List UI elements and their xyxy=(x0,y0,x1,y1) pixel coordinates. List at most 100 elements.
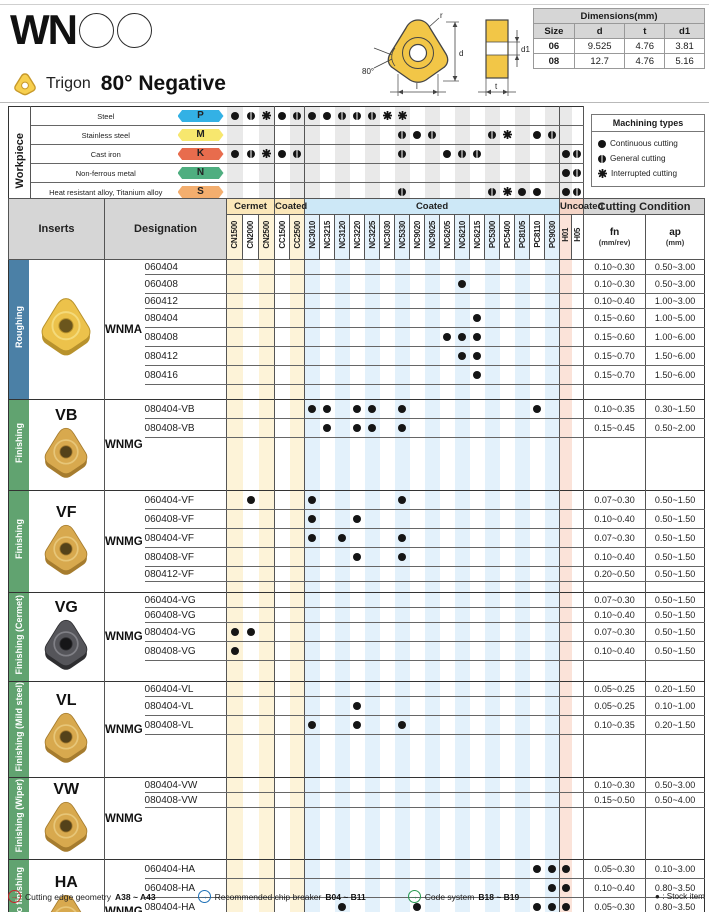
grade-cell xyxy=(304,547,320,567)
grade-cell xyxy=(242,547,259,567)
interrupted-cutting-symbol xyxy=(502,129,512,140)
grade-cell xyxy=(394,509,410,529)
grade-cell xyxy=(484,792,500,808)
grade-cell xyxy=(274,259,290,275)
grade-cell xyxy=(484,293,500,309)
grade-cell xyxy=(304,859,320,879)
spacer-grade-cell xyxy=(559,581,572,593)
grade-cell xyxy=(242,859,259,879)
insert-row: Medium to finishing HA WNMG 060404-HA 0.05~0… xyxy=(8,859,705,912)
workpiece-name-cell: Stainless steel M xyxy=(30,125,227,145)
grade-cell xyxy=(394,777,410,793)
grade-cell xyxy=(424,592,440,608)
workpiece-material-label: Heat resistant alloy, Titanium alloy xyxy=(49,187,163,197)
grade-cell xyxy=(364,509,380,529)
grade-cell xyxy=(469,418,485,438)
grade-cell xyxy=(439,308,455,328)
workpiece-grade-cell xyxy=(499,163,515,183)
grade-cell xyxy=(559,622,572,642)
grade-cell xyxy=(349,792,365,808)
workpiece-row: Stainless steel M xyxy=(9,125,584,145)
general-cutting-symbol xyxy=(488,187,496,196)
spacer-grade-cell xyxy=(410,438,425,491)
grade-cell xyxy=(258,528,276,548)
stock-dot xyxy=(547,902,556,911)
grade-cell xyxy=(454,308,470,328)
grade-cell xyxy=(304,715,320,735)
footer-reference-link[interactable]: → Recommended chip breaker B04 ~ B11 xyxy=(197,890,366,903)
grade-cell xyxy=(379,293,395,309)
stock-dot xyxy=(561,902,570,911)
grade-cell xyxy=(484,715,500,735)
workpiece-row: Workpiece Steel P xyxy=(8,106,584,221)
grade-cell xyxy=(424,547,440,567)
grade-cell xyxy=(349,274,365,294)
grade-cell xyxy=(454,715,470,735)
grade-cell xyxy=(289,897,306,912)
group-side-label: Finishing xyxy=(13,422,24,463)
grade-cell xyxy=(424,878,440,898)
grade-cell xyxy=(544,308,561,328)
workpiece-grade-cell xyxy=(544,125,560,145)
grade-cell xyxy=(226,622,243,642)
workpiece-grade-cell xyxy=(454,163,470,183)
ap-value: 1.00~6.00 xyxy=(645,327,705,347)
grade-cell xyxy=(289,490,306,510)
grade-cell xyxy=(364,792,380,808)
grade-cell xyxy=(274,715,290,735)
grade-cell xyxy=(334,259,350,275)
fn-value: 0.15~0.45 xyxy=(583,418,646,438)
grade-cell xyxy=(409,792,425,808)
grade-cell xyxy=(258,259,276,275)
workpiece-name-wrap: Cast iron K xyxy=(31,145,227,163)
grade-cell xyxy=(334,418,350,438)
grade-cell xyxy=(544,365,561,385)
grade-cell xyxy=(544,490,561,510)
grade-cell xyxy=(484,490,500,510)
designation-cell: 080408-VF xyxy=(144,547,228,567)
grade-cell xyxy=(499,547,515,567)
footer-reference-link[interactable]: → Code system B18 ~ B19 xyxy=(407,890,519,903)
footer-reference-link[interactable]: → Cutting edge geometry A38 ~ A43 xyxy=(8,890,156,903)
title-text: 80° Negative xyxy=(100,72,226,95)
grade-cell xyxy=(529,566,545,582)
grade-cell xyxy=(274,641,290,661)
grade-cell xyxy=(242,399,259,419)
workpiece-grade-cell xyxy=(258,144,275,164)
workpiece-grade-cell xyxy=(514,125,530,145)
grade-cell xyxy=(304,327,320,347)
spacer-grade-cell xyxy=(364,734,380,778)
grade-cell xyxy=(379,259,395,275)
grade-cell xyxy=(319,607,335,623)
grade-column-header: NC6210 xyxy=(454,214,471,260)
grade-cell xyxy=(514,897,530,912)
grade-column-label: NC3120 xyxy=(337,220,347,249)
grade-column-label: NC9020 xyxy=(412,220,422,249)
grade-cell xyxy=(304,490,320,510)
spacer-grade-cell xyxy=(424,581,440,593)
spacer-cell xyxy=(583,437,646,491)
spacer-grade-cell xyxy=(243,582,259,593)
spacer-grade-cell xyxy=(304,734,320,778)
grade-cell xyxy=(379,418,395,438)
iso-code-badge: N xyxy=(177,167,224,179)
stock-dot xyxy=(308,720,317,729)
fn-value: 0.10~0.40 xyxy=(583,641,646,661)
grade-cell xyxy=(529,259,545,275)
grade-cell xyxy=(454,346,470,366)
grade-cell xyxy=(289,592,306,608)
product-logo: WN xyxy=(10,9,152,51)
grade-cell xyxy=(334,792,350,808)
grade-cell xyxy=(394,259,410,275)
spacer-grade-cell xyxy=(514,384,530,400)
grade-cell xyxy=(499,622,515,642)
grade-cell xyxy=(514,308,530,328)
grade-cell xyxy=(529,346,545,366)
spacer-grade-cell xyxy=(530,438,545,491)
grade-cell xyxy=(349,327,365,347)
grade-cell xyxy=(364,622,380,642)
fn-value: 0.10~0.30 xyxy=(583,259,646,275)
ap-value: 1.00~5.00 xyxy=(645,308,705,328)
footer-link-label: Cutting edge geometry xyxy=(25,891,111,902)
designation-cell: 060404-VG xyxy=(144,592,228,608)
